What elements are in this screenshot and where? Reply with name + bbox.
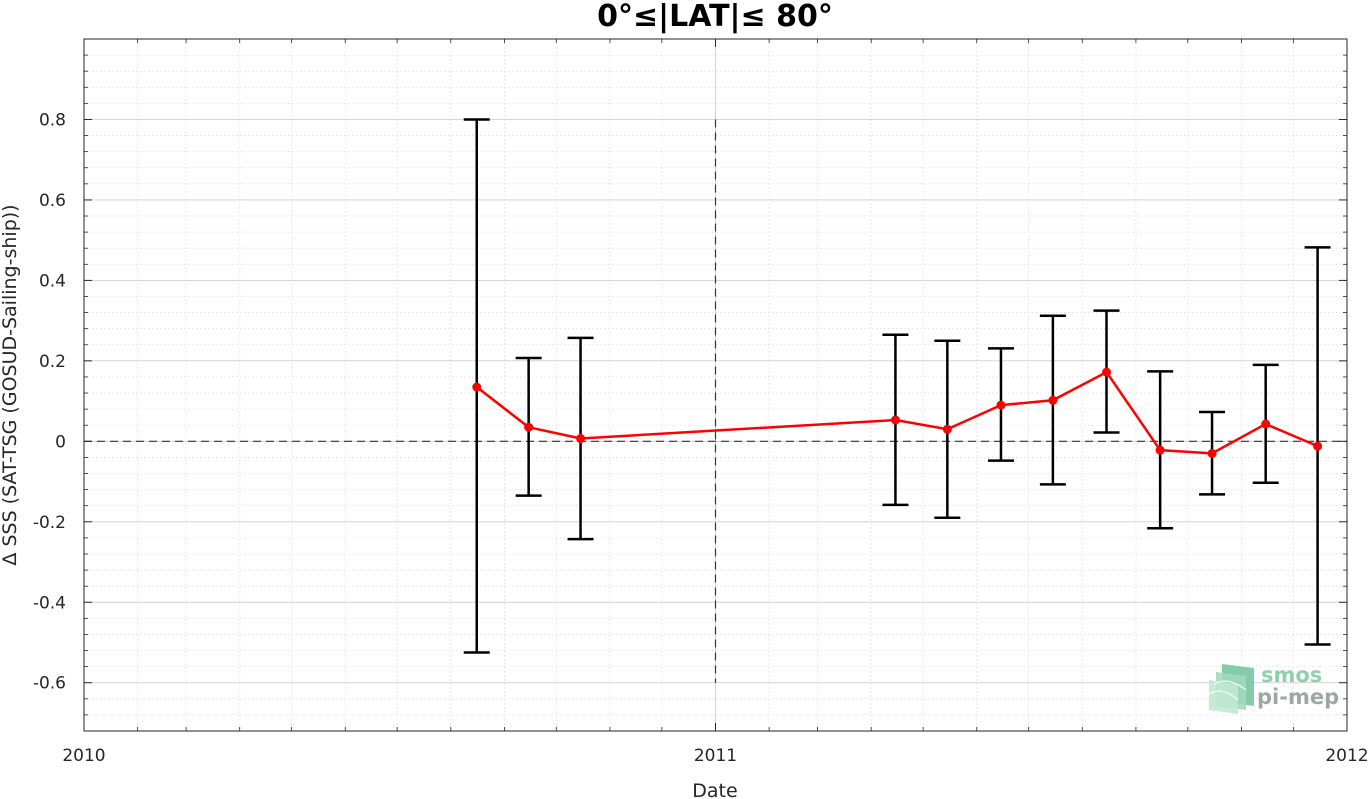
minor-grid bbox=[84, 39, 1347, 732]
y-tick-label: -0.6 bbox=[33, 674, 66, 694]
data-point bbox=[1207, 448, 1217, 458]
data-point bbox=[1155, 445, 1165, 455]
error-bars bbox=[463, 118, 1331, 654]
data-point bbox=[890, 415, 900, 425]
y-tick-label: 0.2 bbox=[39, 352, 66, 372]
data-point bbox=[942, 424, 952, 434]
axis-ticks bbox=[83, 38, 1348, 732]
y-tick-label: 0.6 bbox=[39, 191, 66, 211]
data-point bbox=[576, 434, 586, 444]
data-point bbox=[472, 382, 482, 392]
chart-title: 0°≤|LAT|≤ 80° bbox=[597, 0, 833, 34]
y-tick-label: 0.8 bbox=[39, 110, 66, 130]
data-point bbox=[996, 400, 1006, 410]
y-tick-label: 0.4 bbox=[39, 271, 66, 291]
data-series bbox=[472, 367, 1323, 458]
data-point bbox=[1313, 441, 1323, 451]
logo-text-pi-mep: pi-mep bbox=[1257, 685, 1339, 709]
data-point bbox=[1261, 419, 1271, 429]
x-tick-label: 2012 bbox=[1325, 746, 1368, 766]
smos-pi-mep-logo: smos pi-mep bbox=[1208, 663, 1339, 714]
series-line bbox=[475, 370, 1319, 455]
y-tick-label: -0.2 bbox=[33, 513, 66, 533]
data-point bbox=[524, 422, 534, 432]
y-tick-labels: -0.6 -0.4 -0.2 0 0.2 0.4 0.6 0.8 bbox=[33, 110, 66, 693]
y-axis-label: Δ SSS (SAT-TSG (GOSUD-Sailing-ship)) bbox=[0, 204, 21, 565]
x-tick-labels: 2010 2011 2012 bbox=[62, 746, 1368, 766]
x-tick-label: 2011 bbox=[694, 746, 737, 766]
data-point bbox=[1102, 367, 1112, 377]
y-tick-label: 0 bbox=[55, 432, 66, 452]
reference-lines bbox=[84, 119, 1347, 683]
logo-text-smos: smos bbox=[1261, 663, 1322, 687]
logo-mark-icon bbox=[1208, 664, 1254, 714]
x-tick-label: 2010 bbox=[62, 746, 105, 766]
x-axis-label: Date bbox=[692, 780, 737, 799]
data-point bbox=[1048, 395, 1058, 405]
y-tick-label: -0.4 bbox=[33, 593, 66, 613]
